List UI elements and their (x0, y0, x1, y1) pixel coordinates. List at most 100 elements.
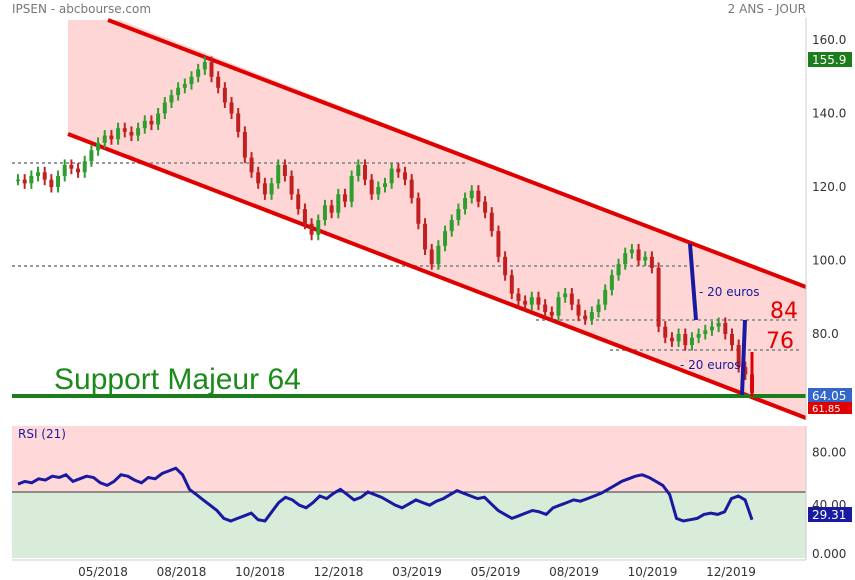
price-candle-body (743, 367, 748, 375)
price-candle-body (596, 304, 601, 312)
price-candle-body (503, 256, 508, 276)
price-candle-body (736, 345, 741, 368)
channel-fill (68, 20, 806, 418)
drop-annotation-1: - 20 euros (699, 285, 759, 299)
price-candle-body (362, 164, 367, 180)
rsi-tick-label: 0.000 (812, 547, 846, 561)
price-candle-body (56, 175, 61, 187)
chart-period-label: 2 ANS - JOUR (728, 2, 806, 16)
price-candle-body (162, 102, 167, 114)
price-candle-body (383, 183, 387, 187)
price-candle-body (189, 76, 194, 85)
price-candle-body (489, 212, 494, 232)
price-candle-body (242, 131, 247, 158)
price-candle-body (169, 95, 174, 103)
price-candle-body (222, 87, 227, 103)
price-tick-label: 140.0 (812, 107, 846, 121)
price-candle-body (469, 190, 474, 199)
rsi-overbought-zone (12, 426, 806, 492)
price-candle-body (309, 223, 314, 235)
price-candle-body (322, 205, 327, 221)
level-76-label: 76 (766, 329, 794, 354)
price-candle-body (463, 198, 468, 210)
price-candle-body (509, 275, 514, 294)
price-candle-body (563, 293, 568, 298)
price-candle-body (342, 194, 347, 202)
price-candle-body (409, 179, 414, 199)
price-candle-body (42, 172, 47, 180)
price-candle-body (276, 164, 281, 184)
rsi-value-badge-text: 29.31 (812, 508, 846, 522)
price-candle-body (62, 164, 67, 176)
price-candle-body (449, 220, 454, 232)
rsi-series-line (17, 466, 754, 523)
price-candle-body (403, 172, 408, 180)
price-candle-body (423, 223, 428, 250)
price-candle-body (609, 275, 614, 290)
price-candle-body (109, 135, 114, 140)
x-axis-ticks: 05/2018 08/2018 10/2018 12/2018 03/2019 05/20… (78, 565, 756, 579)
drop-annotation-2: - 20 euros (680, 358, 740, 372)
price-candle-body (623, 253, 628, 265)
price-candle-body (89, 150, 94, 162)
price-candle-body (716, 322, 721, 327)
price-candle-body (229, 102, 234, 114)
price-tick-label: 100.0 (812, 254, 846, 268)
support-badge (808, 388, 852, 403)
price-candle-body (443, 231, 448, 246)
price-candle-body (36, 172, 41, 176)
x-tick-label: 05/2018 (78, 565, 128, 579)
price-candle-body (196, 69, 201, 77)
price-candle-body (723, 322, 728, 334)
price-candle-body (202, 62, 207, 70)
price-candle-body (116, 128, 121, 140)
price-candle-body (683, 334, 688, 346)
price-candle-body (703, 330, 708, 334)
price-candle-body (416, 198, 421, 224)
price-candle-body (676, 334, 681, 342)
rsi-oversold-zone (12, 492, 806, 558)
drop-marker-1 (688, 243, 698, 321)
price-candle-body (396, 168, 401, 173)
price-candle-body (282, 164, 287, 176)
price-candle-body (76, 168, 81, 173)
price-tick-label: 160.0 (812, 33, 846, 47)
channel-upper-line (107, 18, 807, 289)
price-candle-body (149, 120, 154, 125)
drop-marker-2 (740, 319, 747, 396)
price-candle-body (236, 113, 241, 132)
price-tick-label: 80.0 (812, 327, 839, 341)
price-candle-body (122, 128, 127, 132)
price-tick-label: 120.0 (812, 180, 846, 194)
lower-badge (808, 402, 852, 414)
price-candle-body (589, 311, 594, 320)
support-badge-text: 64.05 (812, 389, 846, 403)
last-price-badge (808, 52, 852, 67)
price-candle-body (176, 87, 181, 96)
price-candle-body (29, 175, 34, 184)
price-candle-body (356, 164, 361, 176)
x-tick-label: 10/2019 (628, 565, 678, 579)
price-series (16, 56, 754, 399)
price-candle-body (389, 168, 394, 184)
price-axis-ticks: 160.0 140.0 120.0 100.0 80.0 (812, 33, 846, 341)
x-tick-label: 05/2019 (471, 565, 521, 579)
price-candle-body (182, 84, 187, 88)
price-candle-body (262, 183, 267, 195)
price-candle-body (543, 304, 548, 312)
price-candle-body (49, 179, 54, 187)
price-candle-body (516, 293, 521, 301)
last-price-badge-text: 155.9 (812, 53, 846, 67)
price-candle-body (556, 297, 561, 316)
rsi-tick-label: 80.00 (812, 445, 846, 459)
price-candle-body (289, 175, 294, 195)
price-candle-body (249, 157, 254, 173)
price-candle-body (456, 209, 461, 221)
price-candle-body (656, 267, 661, 327)
price-candle-body (129, 131, 134, 136)
price-candle-body (216, 76, 221, 88)
price-candle-body (496, 231, 501, 257)
price-candle-body (603, 289, 608, 305)
x-tick-label: 08/2018 (157, 565, 207, 579)
